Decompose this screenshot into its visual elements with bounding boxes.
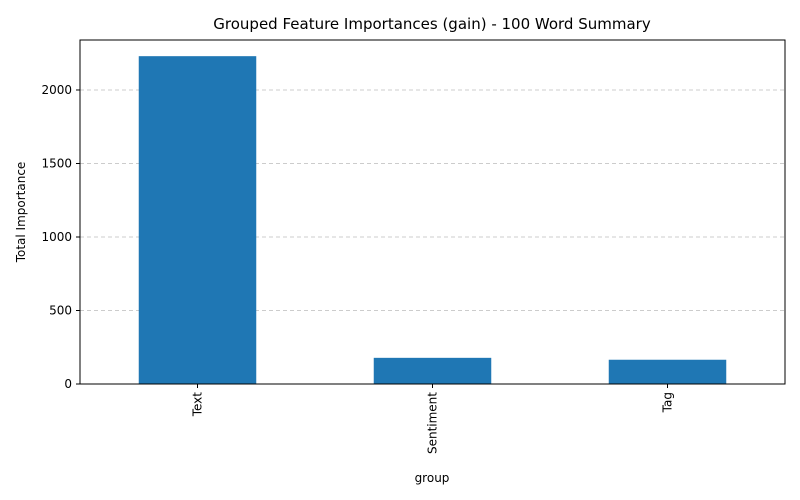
bar-tag <box>608 359 727 384</box>
x-axis-ticks: Text Sentiment Tag <box>191 384 675 454</box>
chart-title: Grouped Feature Importances (gain) - 100… <box>213 15 651 33</box>
bars <box>138 56 727 385</box>
y-tick-label: 1000 <box>41 230 72 244</box>
y-axis-ticks: 0 500 1000 1500 2000 <box>41 83 80 391</box>
gridlines <box>80 89 785 311</box>
x-tick-label: Text <box>191 392 205 418</box>
y-tick-label: 0 <box>64 377 72 391</box>
x-tick-label: Sentiment <box>426 392 440 454</box>
y-tick-label: 2000 <box>41 83 72 97</box>
x-tick-label: Tag <box>661 392 675 413</box>
y-tick-label: 500 <box>49 303 72 317</box>
y-axis-label: Total Importance <box>14 162 28 264</box>
x-axis-label: group <box>415 471 450 485</box>
y-tick-label: 1500 <box>41 156 72 170</box>
bar-text <box>138 56 257 385</box>
bar-sentiment <box>373 357 492 384</box>
